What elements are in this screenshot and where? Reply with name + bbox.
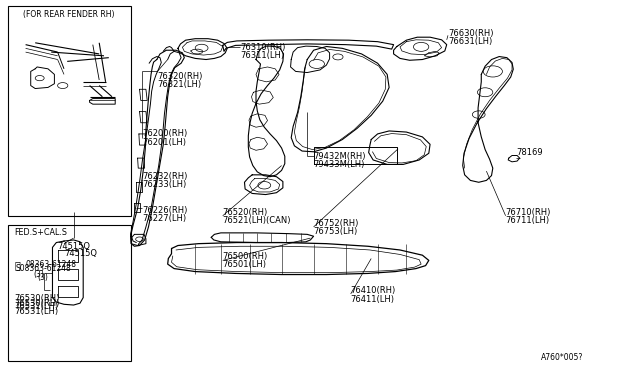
Text: 76410(RH): 76410(RH) — [351, 286, 396, 295]
Text: 76411(LH): 76411(LH) — [351, 295, 395, 304]
Text: 76531(LH): 76531(LH) — [14, 302, 58, 311]
Text: 76521(LH)(CAN): 76521(LH)(CAN) — [223, 216, 291, 225]
Text: (3): (3) — [33, 270, 44, 279]
Text: 76752(RH): 76752(RH) — [314, 219, 359, 228]
Text: (3): (3) — [37, 273, 48, 282]
Text: 74515Q: 74515Q — [64, 249, 97, 258]
Text: 76753(LH): 76753(LH) — [314, 227, 358, 236]
Text: 76711(LH): 76711(LH) — [506, 216, 550, 225]
Text: 76233(LH): 76233(LH) — [142, 180, 186, 189]
Text: (FOR REAR FENDER RH): (FOR REAR FENDER RH) — [24, 10, 115, 19]
Text: 76501(LH): 76501(LH) — [223, 260, 267, 269]
Text: 76311(LH): 76311(LH) — [240, 51, 284, 60]
Text: FED.S+CAL.S: FED.S+CAL.S — [14, 228, 67, 237]
Text: 76500(RH): 76500(RH) — [223, 252, 268, 261]
Text: 76530(RH): 76530(RH) — [14, 294, 60, 303]
Text: 76320(RH): 76320(RH) — [157, 72, 202, 81]
Text: 76530(RH): 76530(RH) — [14, 299, 60, 308]
Text: 76630(RH): 76630(RH) — [448, 29, 493, 38]
Text: 08363-61248: 08363-61248 — [26, 260, 77, 269]
Text: 74515Q: 74515Q — [58, 242, 91, 251]
Text: 76227(LH): 76227(LH) — [142, 214, 186, 223]
Bar — [8, 6, 131, 216]
Text: Ⓢ: Ⓢ — [14, 260, 20, 270]
Text: 76310(RH): 76310(RH) — [240, 43, 285, 52]
Text: A760*005?: A760*005? — [541, 353, 583, 362]
Text: 76232(RH): 76232(RH) — [142, 172, 188, 181]
Text: 76520(RH): 76520(RH) — [223, 208, 268, 217]
Text: 79433M(LH): 79433M(LH) — [314, 160, 365, 169]
Text: 76201(LH): 76201(LH) — [142, 138, 186, 147]
Text: 76710(RH): 76710(RH) — [506, 208, 551, 217]
Text: 76321(LH): 76321(LH) — [157, 80, 201, 89]
Text: 79432M(RH): 79432M(RH) — [314, 152, 366, 161]
Text: S08363-61248: S08363-61248 — [16, 264, 72, 273]
Text: 76226(RH): 76226(RH) — [142, 206, 188, 215]
Text: 76531(LH): 76531(LH) — [14, 307, 58, 316]
Text: 76200(RH): 76200(RH) — [142, 129, 188, 138]
Text: 78169: 78169 — [516, 148, 543, 157]
Bar — [8, 225, 131, 361]
Text: 76631(LH): 76631(LH) — [448, 37, 492, 46]
